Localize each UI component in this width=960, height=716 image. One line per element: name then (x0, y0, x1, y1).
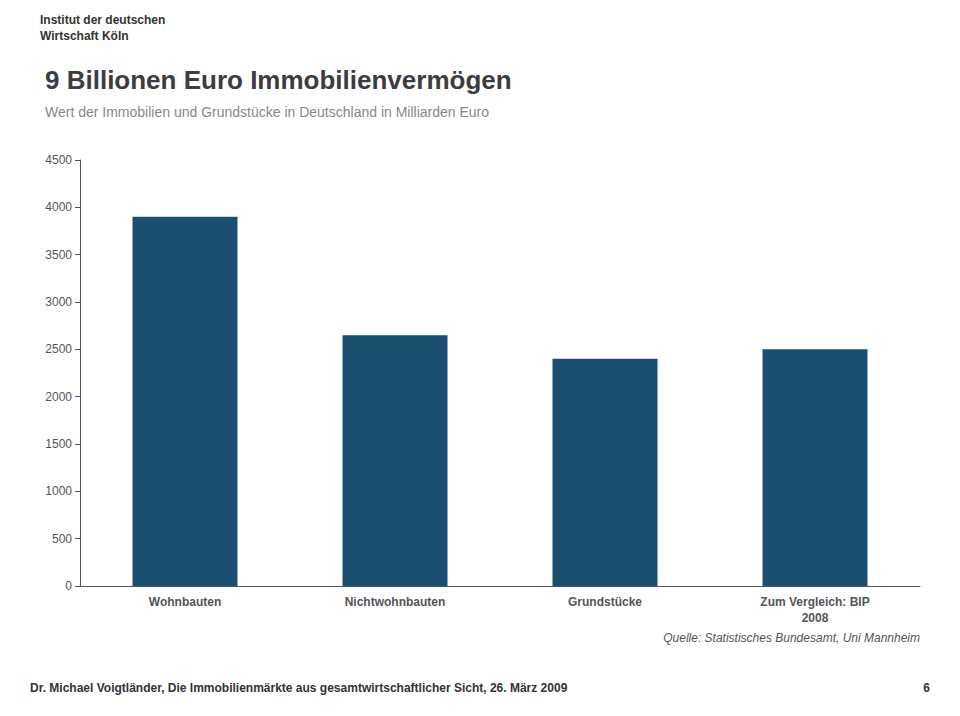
svg-text:9 Billionen Euro Immobilienver: 9 Billionen Euro Immobilienvermögen (45, 65, 512, 95)
svg-text:3500: 3500 (45, 248, 72, 262)
svg-text:Nichtwohnbauten: Nichtwohnbauten (345, 595, 446, 609)
svg-text:Wirtschaft Köln: Wirtschaft Köln (40, 29, 129, 43)
svg-text:Zum Vergleich: BIP: Zum Vergleich: BIP (760, 595, 869, 609)
svg-text:1000: 1000 (45, 484, 72, 498)
svg-text:500: 500 (52, 532, 72, 546)
svg-text:4500: 4500 (45, 153, 72, 167)
svg-text:6: 6 (923, 681, 930, 695)
svg-text:Dr. Michael Voigtländer, Die I: Dr. Michael Voigtländer, Die Immobilienm… (30, 681, 568, 695)
svg-text:Wohnbauten: Wohnbauten (149, 595, 221, 609)
svg-text:0: 0 (65, 579, 72, 593)
svg-text:2000: 2000 (45, 390, 72, 404)
svg-text:Grundstücke: Grundstücke (568, 595, 642, 609)
svg-text:Institut der deutschen: Institut der deutschen (40, 13, 165, 27)
svg-text:Quelle: Statistisches Bundesam: Quelle: Statistisches Bundesamt, Uni Man… (663, 631, 920, 645)
svg-text:4000: 4000 (45, 200, 72, 214)
svg-text:3000: 3000 (45, 295, 72, 309)
svg-text:Wert der Immobilien und Grunds: Wert der Immobilien und Grundstücke in D… (45, 104, 489, 120)
svg-text:2500: 2500 (45, 342, 72, 356)
svg-text:1500: 1500 (45, 437, 72, 451)
svg-text:2008: 2008 (802, 611, 829, 625)
